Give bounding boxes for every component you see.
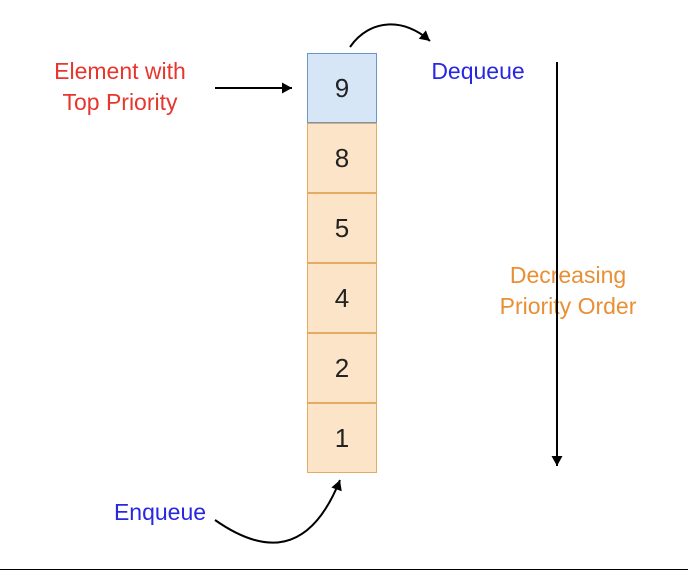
arrow-priority-axis: [0, 0, 688, 570]
